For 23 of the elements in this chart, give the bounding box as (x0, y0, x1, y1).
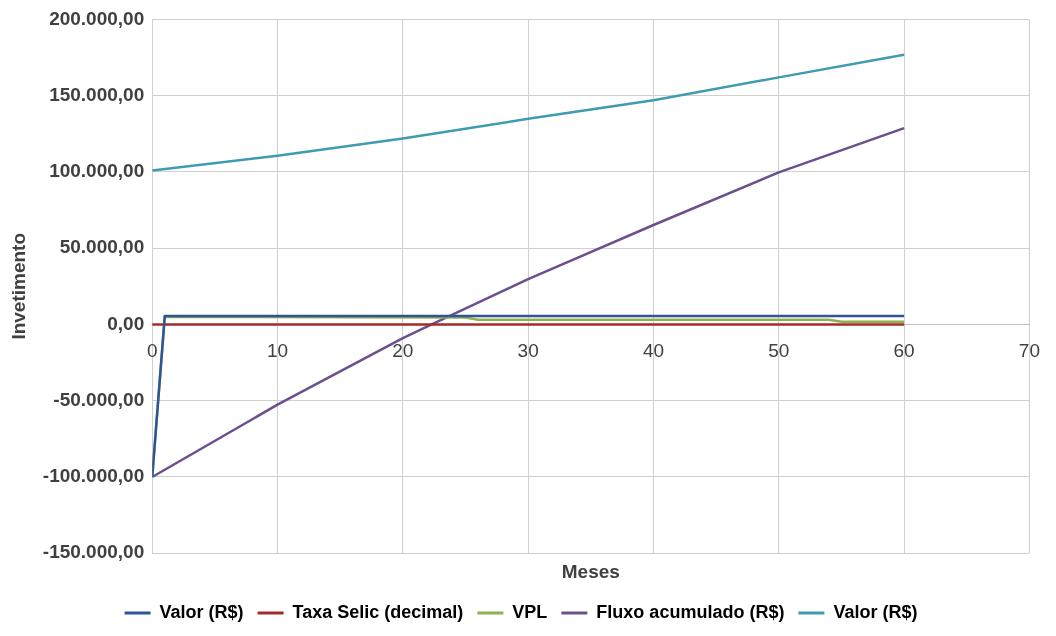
legend-label: Valor (R$) (833, 601, 918, 622)
y-tick-label: -150.000,00 (42, 541, 145, 563)
x-tick-label: 60 (893, 340, 915, 362)
y-tick-label: 0,00 (107, 312, 145, 334)
x-tick-label: 10 (266, 340, 289, 362)
x-axis-title: Meses (561, 560, 620, 582)
x-tick-label: 0 (146, 340, 158, 362)
y-tick-label: 100.000,00 (49, 160, 145, 182)
x-tick-label: 30 (517, 340, 539, 362)
x-tick-label: 70 (1018, 340, 1040, 362)
y-tick-label: -50.000,00 (53, 388, 145, 410)
y-tick-label: 50.000,00 (59, 236, 145, 258)
legend-label: Fluxo acumulado (R$) (596, 601, 785, 622)
x-tick-label: 20 (392, 340, 414, 362)
legend-label: VPL (512, 601, 548, 622)
x-tick-label: 50 (768, 340, 790, 362)
x-tick-label: 40 (642, 340, 665, 362)
y-tick-label: 200.000,00 (49, 7, 145, 29)
legend-label: Valor (R$) (159, 601, 244, 622)
y-axis-title: Invetimento (7, 232, 29, 340)
y-tick-label: -100.000,00 (42, 465, 145, 487)
legend-label: Taxa Selic (decimal) (292, 601, 464, 622)
y-tick-label: 150.000,00 (49, 83, 145, 105)
